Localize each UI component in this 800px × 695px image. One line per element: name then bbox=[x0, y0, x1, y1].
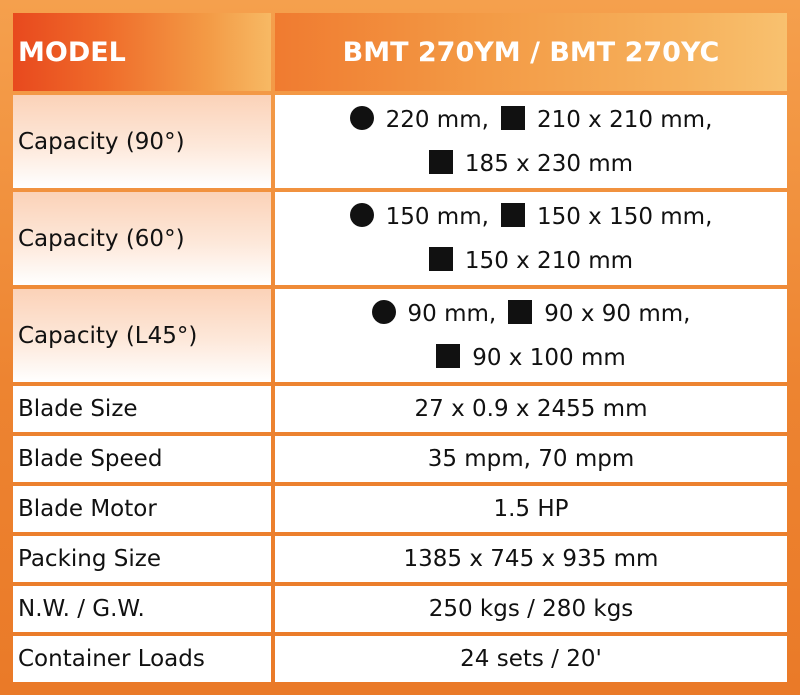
spec-value: 35 mpm, 70 mpm bbox=[275, 436, 787, 482]
filled-square-icon bbox=[500, 106, 525, 130]
square-capacity: 210 x 210 mm, bbox=[536, 106, 713, 133]
table-row: Blade Size 27 x 0.9 x 2455 mm bbox=[13, 386, 787, 432]
filled-square-icon bbox=[500, 203, 525, 227]
table-row: Blade Motor 1.5 HP bbox=[13, 486, 787, 532]
filled-square-icon bbox=[508, 300, 533, 324]
round-capacity: 220 mm, bbox=[385, 106, 489, 133]
spec-table: MODEL BMT 270YM / BMT 270YC Capacity (90… bbox=[9, 9, 791, 686]
table-row: Capacity (90°) 220 mm, 210 x 210 mm, 185 … bbox=[13, 95, 787, 188]
model-value: BMT 270YM / BMT 270YC bbox=[275, 13, 787, 91]
capacity-label: Capacity (L45°) bbox=[13, 289, 271, 382]
table-row: Capacity (60°) 150 mm, 150 x 150 mm, 150 … bbox=[13, 192, 787, 285]
filled-square-icon bbox=[428, 150, 453, 174]
square-capacity: 90 x 90 mm, bbox=[544, 300, 691, 327]
spec-value: 250 kgs / 280 kgs bbox=[275, 586, 787, 632]
filled-square-icon bbox=[428, 247, 453, 271]
spec-label: N.W. / G.W. bbox=[13, 586, 271, 632]
rect-capacity: 90 x 100 mm bbox=[472, 344, 626, 371]
rect-capacity: 185 x 230 mm bbox=[464, 150, 634, 177]
model-label: MODEL bbox=[13, 13, 271, 91]
spec-value: 27 x 0.9 x 2455 mm bbox=[275, 386, 787, 432]
filled-circle-icon bbox=[349, 106, 374, 130]
spec-label: Blade Speed bbox=[13, 436, 271, 482]
spec-label: Blade Size bbox=[13, 386, 271, 432]
spec-value: 1.5 HP bbox=[275, 486, 787, 532]
table-row: Blade Speed 35 mpm, 70 mpm bbox=[13, 436, 787, 482]
capacity-label: Capacity (90°) bbox=[13, 95, 271, 188]
round-capacity: 90 mm, bbox=[407, 300, 497, 327]
table-row: N.W. / G.W. 250 kgs / 280 kgs bbox=[13, 586, 787, 632]
spec-value: 24 sets / 20' bbox=[275, 636, 787, 682]
rect-capacity: 150 x 210 mm bbox=[464, 247, 634, 274]
square-capacity: 150 x 150 mm, bbox=[536, 203, 713, 230]
capacity-label: Capacity (60°) bbox=[13, 192, 271, 285]
filled-circle-icon bbox=[349, 203, 374, 227]
filled-circle-icon bbox=[371, 300, 396, 324]
capacity-value: 150 mm, 150 x 150 mm, 150 x 210 mm bbox=[275, 192, 787, 285]
table-row: Capacity (L45°) 90 mm, 90 x 90 mm, 90 x 1… bbox=[13, 289, 787, 382]
spec-value: 1385 x 745 x 935 mm bbox=[275, 536, 787, 582]
spec-label: Blade Motor bbox=[13, 486, 271, 532]
table-row: Packing Size 1385 x 745 x 935 mm bbox=[13, 536, 787, 582]
spec-label: Container Loads bbox=[13, 636, 271, 682]
header-row: MODEL BMT 270YM / BMT 270YC bbox=[13, 13, 787, 91]
capacity-value: 90 mm, 90 x 90 mm, 90 x 100 mm bbox=[275, 289, 787, 382]
table-row: Container Loads 24 sets / 20' bbox=[13, 636, 787, 682]
spec-label: Packing Size bbox=[13, 536, 271, 582]
round-capacity: 150 mm, bbox=[385, 203, 489, 230]
filled-square-icon bbox=[436, 344, 461, 368]
capacity-value: 220 mm, 210 x 210 mm, 185 x 230 mm bbox=[275, 95, 787, 188]
